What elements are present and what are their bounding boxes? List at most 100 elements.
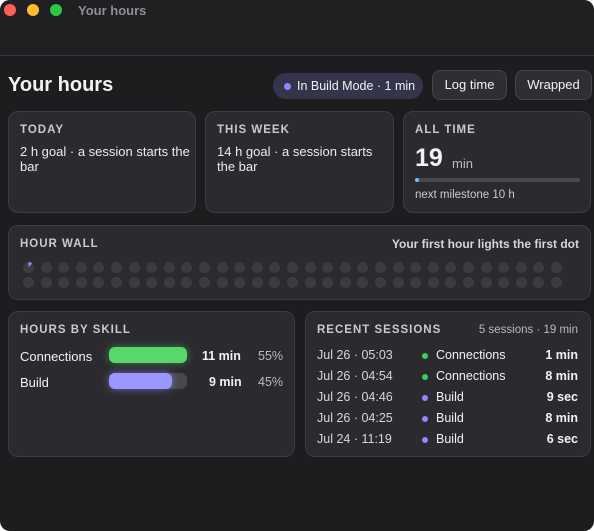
skills-card: HOURS BY SKILL Connections 11 min 55% Bu…: [8, 311, 295, 457]
hour-dot: [498, 262, 510, 273]
hour-dot: [234, 262, 246, 273]
hour-dot: [251, 277, 263, 288]
session-duration: 6 sec: [546, 432, 578, 446]
hour-dot: [463, 262, 474, 273]
hour-dot: [128, 262, 140, 273]
hour-dot: [445, 277, 457, 288]
card-label: HOUR WALL: [20, 238, 99, 250]
card-label: HOURS BY SKILL: [20, 324, 131, 336]
all-time-card: ALL TIME 19 min next milestone 10 h: [403, 111, 591, 213]
hour-dot: [163, 262, 175, 273]
hour-dot: [357, 277, 369, 288]
hour-dot: [146, 277, 158, 288]
hour-dot: [322, 277, 334, 288]
hour-dot: [234, 277, 246, 288]
hour-dot: [339, 262, 351, 273]
session-skill: Build: [436, 390, 464, 404]
hour-dot: [163, 277, 175, 288]
hour-dot: [287, 277, 298, 288]
wrapped-button[interactable]: Wrapped: [515, 70, 592, 100]
hour-dot: [480, 262, 492, 273]
hour-dot: [427, 262, 439, 273]
hour-dot: [410, 262, 422, 273]
hour-dot: [75, 277, 87, 288]
hour-dot: [58, 262, 70, 273]
hour-dot: [40, 277, 52, 288]
skill-share: 55%: [258, 349, 284, 363]
hour-dot: [216, 277, 228, 288]
card-label: ALL TIME: [415, 124, 476, 136]
session-dot: [422, 395, 428, 401]
skill-track: [109, 373, 187, 389]
skill-name: Build: [20, 375, 49, 390]
sessions-summary: 5 sessions · 19 min: [478, 324, 578, 336]
milestone-track: [415, 178, 580, 182]
sessions-card: RECENT SESSIONS 5 sessions · 19 min Jul …: [305, 311, 591, 457]
skill-name: Connections: [20, 349, 93, 364]
hour-dot: [181, 277, 193, 288]
hour-dot: [498, 277, 510, 288]
hour-wall-note: Your first hour lights the first dot: [391, 237, 579, 251]
session-time: Jul 24 · 11:19: [317, 432, 392, 446]
card-text: 14 h goal · a session starts the bar: [217, 144, 373, 174]
hour-dot: [93, 277, 105, 288]
hour-dot: [269, 277, 281, 288]
session-dot: [422, 353, 428, 359]
hour-dot: [515, 277, 527, 288]
session-duration: 9 sec: [546, 390, 578, 404]
minimize-button[interactable]: [27, 4, 39, 16]
session-skill: Build: [436, 411, 464, 425]
total-value: 19: [415, 144, 443, 172]
skill-time: 9 min: [209, 375, 242, 389]
hour-dot: [40, 262, 52, 273]
hour-dot: [128, 277, 140, 288]
session-time: Jul 26 · 04:25: [317, 411, 393, 425]
window-title: Your hours: [78, 3, 147, 18]
hour-dot: [463, 277, 474, 288]
hour-dot: [392, 277, 404, 288]
hour-dot: [392, 262, 404, 273]
session-skill: Build: [436, 432, 464, 446]
session-time: Jul 26 · 04:46: [317, 390, 393, 404]
hour-dot: [427, 277, 439, 288]
hour-dot: [445, 262, 457, 273]
hour-dot: [480, 277, 492, 288]
skill-bar: [109, 347, 187, 363]
total-unit: min: [452, 156, 473, 171]
hour-dot: [533, 277, 545, 288]
hour-dot: [251, 262, 263, 273]
hour-wall-card: HOUR WALL Your first hour lights the fir…: [8, 225, 591, 300]
card-label: RECENT SESSIONS: [317, 324, 442, 336]
close-button[interactable]: [4, 4, 16, 16]
hour-dot: [339, 277, 351, 288]
milestone-fill: [415, 178, 419, 182]
hour-dot: [304, 277, 316, 288]
log-time-button[interactable]: Log time: [432, 70, 507, 100]
hour-dot: [93, 262, 105, 273]
session-skill: Connections: [436, 369, 506, 383]
session-time: Jul 26 · 05:03: [317, 348, 393, 362]
hour-dot: [146, 262, 158, 273]
page-title: Your hours: [8, 74, 114, 96]
session-duration: 8 min: [545, 369, 578, 383]
hour-dot: [111, 262, 122, 273]
session-dot: [422, 374, 428, 380]
hour-dot: [287, 262, 298, 273]
status-dot: [284, 83, 291, 90]
status-text: In Build Mode · 1 min: [297, 79, 416, 93]
hour-dot: [216, 262, 228, 273]
hour-dot: [199, 277, 210, 288]
hour-dot: [533, 262, 545, 273]
hour-dot: [375, 277, 386, 288]
card-label: THIS WEEK: [217, 124, 290, 136]
hour-dot: [410, 277, 422, 288]
hour-dot: [375, 262, 386, 273]
hour-dot: [23, 262, 34, 273]
hour-dot: [515, 262, 527, 273]
zoom-button[interactable]: [50, 4, 62, 16]
hour-dot: [111, 277, 122, 288]
card-label: TODAY: [20, 124, 64, 136]
skill-time: 11 min: [202, 349, 241, 363]
